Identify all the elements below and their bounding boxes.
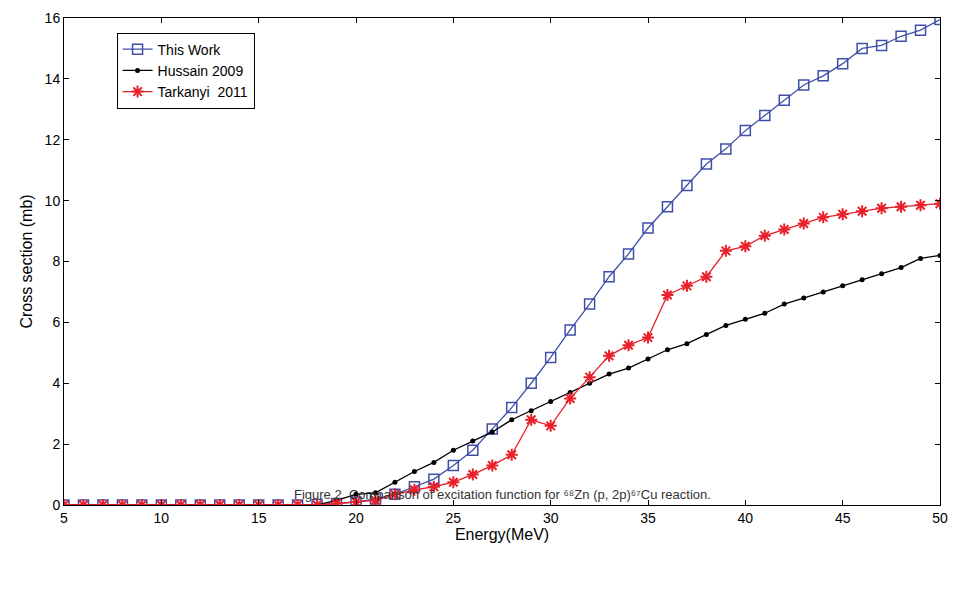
svg-text:6: 6 bbox=[52, 314, 60, 330]
svg-text:10: 10 bbox=[45, 193, 61, 209]
svg-text:25: 25 bbox=[446, 510, 462, 526]
svg-text:This Work: This Work bbox=[158, 42, 222, 58]
svg-text:Energy(MeV): Energy(MeV) bbox=[455, 526, 549, 543]
svg-text:16: 16 bbox=[45, 10, 61, 26]
svg-text:5: 5 bbox=[60, 510, 68, 526]
svg-text:Figure 2. Comparison of excita: Figure 2. Comparison of excitation funct… bbox=[294, 487, 711, 502]
svg-text:2: 2 bbox=[52, 436, 60, 452]
svg-text:20: 20 bbox=[348, 510, 364, 526]
svg-text:Tarkanyi 2011: Tarkanyi 2011 bbox=[158, 84, 248, 100]
svg-text:0: 0 bbox=[52, 497, 60, 513]
svg-text:Hussain 2009: Hussain 2009 bbox=[158, 63, 244, 79]
svg-text:12: 12 bbox=[45, 132, 61, 148]
svg-text:45: 45 bbox=[835, 510, 851, 526]
svg-text:40: 40 bbox=[738, 510, 754, 526]
svg-text:8: 8 bbox=[52, 253, 60, 269]
svg-text:50: 50 bbox=[932, 510, 948, 526]
svg-text:4: 4 bbox=[52, 375, 60, 391]
svg-text:15: 15 bbox=[251, 510, 267, 526]
svg-text:10: 10 bbox=[154, 510, 170, 526]
svg-text:30: 30 bbox=[543, 510, 559, 526]
svg-text:Cross section (mb): Cross section (mb) bbox=[18, 194, 35, 328]
svg-text:14: 14 bbox=[45, 71, 61, 87]
svg-text:35: 35 bbox=[640, 510, 656, 526]
